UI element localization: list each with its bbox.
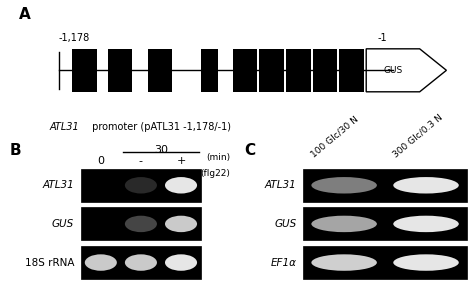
Text: 300 Glc/0.3 N: 300 Glc/0.3 N bbox=[392, 112, 445, 159]
Bar bbox=[108, 49, 132, 92]
Text: GUS: GUS bbox=[274, 219, 296, 229]
Text: 18S rRNA: 18S rRNA bbox=[25, 258, 74, 267]
Text: -1,178: -1,178 bbox=[59, 34, 90, 44]
Ellipse shape bbox=[165, 177, 197, 194]
Text: GUS: GUS bbox=[52, 219, 74, 229]
Text: -1: -1 bbox=[377, 34, 387, 44]
Ellipse shape bbox=[85, 254, 117, 271]
Ellipse shape bbox=[393, 254, 459, 271]
Text: -: - bbox=[139, 156, 143, 166]
Bar bbox=[81, 246, 201, 279]
Text: A: A bbox=[18, 7, 30, 22]
Ellipse shape bbox=[125, 254, 157, 271]
Ellipse shape bbox=[125, 177, 157, 194]
Ellipse shape bbox=[311, 177, 377, 194]
Bar bbox=[148, 49, 173, 92]
Text: ATL31: ATL31 bbox=[50, 122, 80, 132]
Text: 100 Glc/30 N: 100 Glc/30 N bbox=[310, 114, 361, 159]
Text: (min): (min) bbox=[206, 153, 230, 162]
Polygon shape bbox=[366, 49, 447, 92]
Bar bbox=[81, 169, 201, 202]
Text: GUS: GUS bbox=[383, 66, 402, 75]
Ellipse shape bbox=[311, 216, 377, 232]
Text: ATL31: ATL31 bbox=[42, 180, 74, 190]
Bar bbox=[303, 246, 467, 279]
Text: (flg22): (flg22) bbox=[200, 169, 230, 178]
Text: EF1α: EF1α bbox=[270, 258, 296, 267]
Bar bbox=[233, 49, 257, 92]
Ellipse shape bbox=[311, 254, 377, 271]
Bar bbox=[286, 49, 310, 92]
Bar bbox=[303, 207, 467, 240]
Text: promoter (pATL31 -1,178/-1): promoter (pATL31 -1,178/-1) bbox=[89, 122, 231, 132]
Bar bbox=[81, 207, 201, 240]
Text: 30: 30 bbox=[154, 145, 168, 154]
Ellipse shape bbox=[165, 216, 197, 232]
Ellipse shape bbox=[165, 254, 197, 271]
Ellipse shape bbox=[393, 216, 459, 232]
Bar bbox=[303, 169, 467, 202]
Text: 0: 0 bbox=[97, 156, 104, 166]
Bar bbox=[72, 49, 97, 92]
Bar bbox=[201, 49, 219, 92]
Ellipse shape bbox=[125, 216, 157, 232]
Text: ATL31: ATL31 bbox=[264, 180, 296, 190]
Text: +: + bbox=[176, 156, 186, 166]
Text: B: B bbox=[9, 143, 21, 158]
Bar bbox=[259, 49, 284, 92]
Text: C: C bbox=[244, 143, 255, 158]
Bar bbox=[339, 49, 364, 92]
Ellipse shape bbox=[393, 177, 459, 194]
Bar bbox=[313, 49, 337, 92]
